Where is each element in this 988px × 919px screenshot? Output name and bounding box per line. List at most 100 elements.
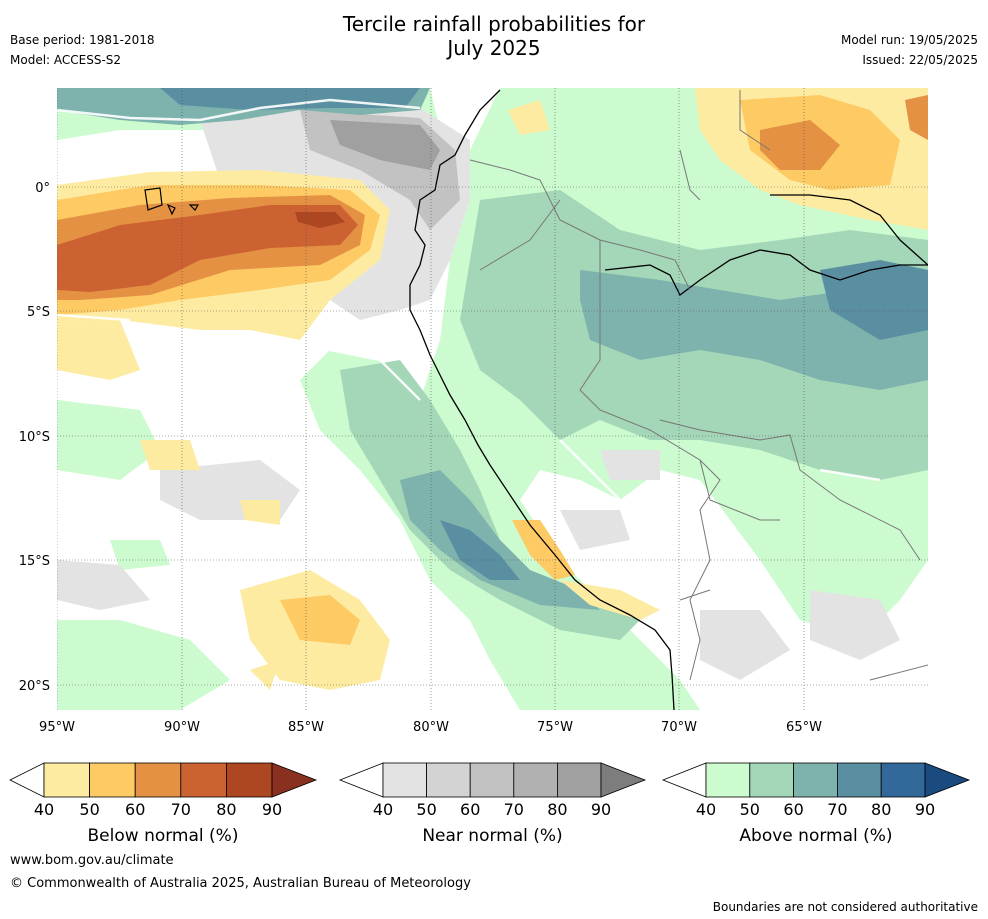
colorbar-segment	[89, 762, 136, 798]
title-line-2: July 2025	[447, 36, 541, 60]
colorbar-tick-label: 70	[504, 800, 524, 819]
colorbar-extend-low	[661, 762, 707, 798]
below-normal-band-darkest	[295, 212, 345, 228]
colorbar-1: 40 50 60 70 80 90	[338, 762, 647, 819]
colorbar-tick-label: 40	[34, 800, 54, 819]
above-normal-top-band	[57, 88, 430, 125]
below-normal-misc-light	[240, 100, 660, 690]
map-background	[57, 88, 928, 710]
colorbar-segment	[793, 762, 838, 798]
colorbar-segment	[43, 762, 90, 798]
below-normal-band-dark	[57, 205, 358, 292]
colorbar-tick-label: 60	[783, 800, 803, 819]
model-run: Model run: 19/05/2025	[840, 33, 978, 47]
colorbar-tick-label: 40	[373, 800, 393, 819]
lon-label: 85°W	[288, 720, 324, 735]
colorbar-segment	[134, 762, 182, 798]
lat-label: 5°S	[27, 305, 50, 320]
colorbar-segment	[837, 762, 882, 798]
above-normal-mid-coast	[340, 360, 640, 640]
colorbar-tick-label: 70	[827, 800, 847, 819]
above-normal-light-west	[57, 400, 230, 710]
near-normal-grey-mid	[300, 110, 460, 230]
footer-note: Boundaries are not considered authoritat…	[712, 900, 978, 914]
model-name: Model: ACCESS-S2	[10, 53, 122, 67]
above-normal-legend-title: Above normal (%)	[739, 826, 893, 846]
colorbar-extend-low	[9, 762, 45, 798]
colorbar-segment	[426, 762, 471, 798]
colorbar-0: 40 50 60 70 80 90	[9, 762, 318, 819]
lon-label: 95°W	[39, 720, 75, 735]
country-borders	[469, 90, 928, 681]
above-normal-darker-east	[820, 260, 928, 340]
map-plot-area	[57, 88, 928, 710]
below-normal-band-light	[57, 170, 390, 340]
above-normal-dark-amazon	[580, 270, 928, 390]
colorbar-tick-label: 60	[460, 800, 480, 819]
colorbar-segment	[382, 762, 427, 798]
footer-copyright: © Commonwealth of Australia 2025, Austra…	[10, 876, 471, 891]
near-normal-grey-dark	[330, 120, 440, 170]
lon-label: 65°W	[786, 720, 822, 735]
below-normal-band-orange	[57, 195, 365, 300]
lat-labels: 0° 5°S 10°S 15°S 20°S	[19, 181, 50, 694]
colorbars: 40 50 60 70 80 90 40 50 60 70 80 90 40 50 60 70 80 90	[9, 762, 971, 819]
colorbar-tick-label: 90	[591, 800, 611, 819]
lon-label: 80°W	[413, 720, 449, 735]
above-normal-dark-coast	[400, 470, 600, 610]
colorbar-segment	[880, 762, 926, 798]
colorbar-tick-label: 90	[262, 800, 282, 819]
colorbar-extend-high	[600, 762, 647, 798]
colorbar-2: 40 50 60 70 80 90	[661, 762, 971, 819]
near-normal-grey-region	[200, 100, 470, 320]
amazon-mouth	[770, 194, 928, 266]
colorbar-tick-label: 80	[871, 800, 891, 819]
colorbar-segment	[513, 762, 558, 798]
colorbar-tick-label: 50	[740, 800, 760, 819]
colorbar-segment	[705, 762, 751, 798]
colorbar-tick-label: 40	[696, 800, 716, 819]
colorbar-segment	[469, 762, 515, 798]
lon-labels: 95°W 90°W 85°W 80°W 75°W 70°W 65°W	[39, 720, 822, 735]
colorbar-segment	[749, 762, 794, 798]
colorbar-extend-high	[924, 762, 971, 798]
above-normal-light-region	[57, 88, 928, 710]
base-period: Base period: 1981-2018	[10, 33, 155, 47]
colorbar-tick-label: 50	[416, 800, 436, 819]
above-normal-top-dark	[160, 88, 420, 110]
lat-label: 15°S	[19, 554, 50, 569]
colorbar-segment	[225, 762, 273, 798]
below-normal-ne-light	[695, 88, 928, 230]
below-normal-peru-patch	[512, 520, 575, 580]
colorbar-segment	[180, 762, 227, 798]
title-line-1: Tercile rainfall probabilities for	[342, 12, 646, 36]
lon-label: 90°W	[164, 720, 200, 735]
below-normal-band-mid	[57, 185, 380, 315]
colorbar-extend-high	[271, 762, 318, 798]
lat-label: 20°S	[19, 679, 50, 694]
grid-lines	[57, 88, 928, 710]
lat-label: 10°S	[19, 430, 50, 445]
colorbar-tick-label: 50	[79, 800, 99, 819]
near-normal-legend-title: Near normal (%)	[422, 826, 563, 846]
above-normal-mid-amazon	[460, 190, 928, 480]
below-normal-south-mid	[280, 595, 360, 645]
coastline	[409, 89, 675, 710]
below-normal-legend-title: Below normal (%)	[87, 826, 239, 846]
below-normal-ne-mid	[740, 95, 900, 190]
footer-url: www.bom.gov.au/climate	[10, 853, 174, 868]
galapagos-coast	[144, 187, 200, 216]
lon-label: 75°W	[537, 720, 573, 735]
near-normal-grey-scatter	[57, 450, 900, 680]
colorbar-tick-label: 70	[171, 800, 191, 819]
colorbar-tick-label: 80	[547, 800, 567, 819]
colorbar-segment	[557, 762, 602, 798]
colorbar-tick-label: 90	[915, 800, 935, 819]
issued-date: Issued: 22/05/2025	[862, 53, 978, 67]
above-normal-darker-coast	[440, 520, 520, 580]
contour-outlines	[57, 98, 881, 501]
lon-label: 70°W	[661, 720, 697, 735]
colorbar-tick-label: 60	[125, 800, 145, 819]
